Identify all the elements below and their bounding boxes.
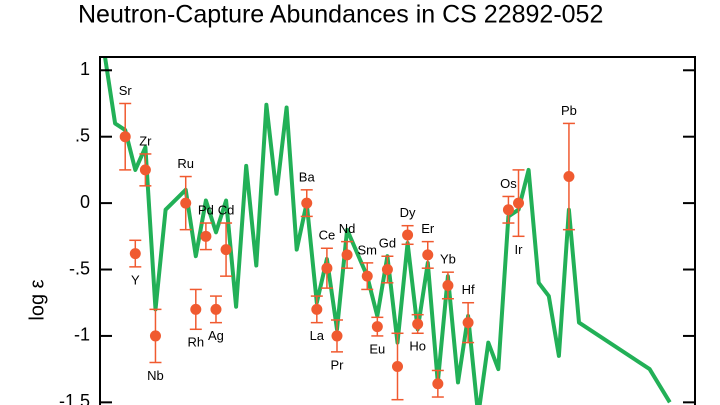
element-label: Er (421, 221, 435, 236)
data-point (371, 321, 383, 333)
data-point (392, 360, 403, 372)
y-tick-label: 1 (80, 59, 90, 79)
data-point (402, 229, 414, 241)
data-point (432, 378, 444, 390)
element-label: Y (131, 272, 140, 287)
data-point (190, 303, 202, 315)
chart-title: Neutron-Capture Abundances in CS 22892-0… (78, 1, 603, 29)
y-tick-label: -1.5 (59, 391, 90, 405)
data-point (502, 204, 514, 216)
y-tick-label: -.5 (69, 258, 90, 278)
data-point (422, 249, 434, 261)
data-point (129, 248, 141, 260)
y-tick-label: 0 (80, 192, 90, 212)
element-label: Pb (561, 103, 577, 118)
data-point (180, 197, 192, 209)
element-label: Rh (187, 335, 204, 350)
data-point (331, 330, 343, 342)
data-point (381, 264, 393, 276)
element-label: Sr (119, 83, 133, 98)
plot-frame (99, 56, 696, 405)
element-label: Ag (208, 328, 224, 343)
data-point (311, 303, 323, 315)
element-label: Dy (400, 205, 416, 220)
element-label: Eu (369, 341, 385, 356)
element-label: Ru (177, 156, 194, 171)
element-label: La (310, 328, 325, 343)
element-label: Cd (218, 202, 235, 217)
data-point (149, 330, 161, 342)
plot-area (103, 57, 672, 405)
data-point (139, 164, 151, 176)
data-point (513, 197, 525, 209)
data-point (341, 249, 353, 261)
model-curve (103, 57, 672, 405)
element-label: Ba (299, 169, 316, 184)
element-label: Ir (515, 242, 524, 257)
data-point (200, 230, 212, 242)
data-point (563, 171, 575, 183)
element-label: Zr (139, 133, 152, 148)
element-label: Ho (409, 339, 426, 354)
element-label: Os (500, 176, 517, 191)
element-label: Sm (357, 242, 377, 257)
element-label: Pr (330, 357, 344, 372)
data-point (119, 131, 131, 143)
y-tick-label: -1 (74, 325, 90, 345)
y-axis-label: log ε (26, 279, 48, 320)
element-label: Pd (198, 202, 214, 217)
element-label: Nd (339, 221, 356, 236)
data-point (220, 244, 232, 256)
y-tick-label: .5 (75, 125, 90, 145)
data-point (210, 303, 222, 315)
data-point (462, 317, 474, 329)
element-label: Nb (147, 368, 164, 383)
data-point (361, 270, 373, 282)
element-label: Gd (379, 236, 396, 251)
data-point (412, 318, 424, 330)
data-point (321, 262, 333, 274)
data-point (301, 197, 313, 209)
element-label: Yb (440, 252, 456, 267)
element-label: Ce (319, 228, 336, 243)
element-label: Hf (462, 282, 475, 297)
data-point (442, 279, 454, 291)
